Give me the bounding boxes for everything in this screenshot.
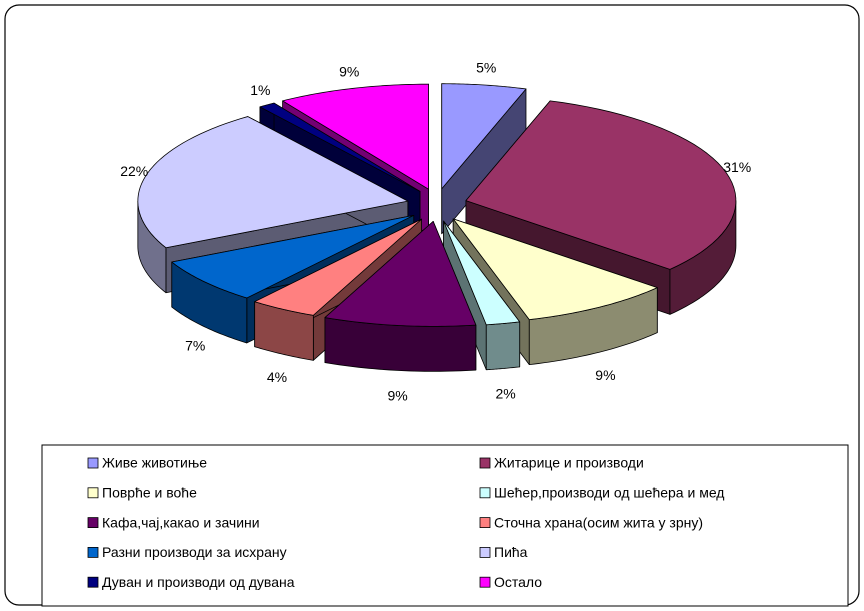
legend-swatch [479, 517, 491, 528]
legend-swatch [479, 576, 491, 588]
legend-swatch [479, 457, 491, 469]
slice-top [137, 116, 409, 249]
slice-top [441, 83, 527, 190]
data-label: 22% [120, 163, 148, 179]
data-label: 9% [595, 367, 615, 383]
slice-wall [485, 321, 521, 371]
legend-label: Пића [494, 544, 528, 560]
data-label: 9% [387, 388, 407, 404]
legend-swatch [87, 547, 99, 558]
legend-label: Житарице и производи [494, 455, 644, 471]
slice-top [324, 220, 477, 327]
legend-label: Кафа,чај,какао и зачини [102, 514, 260, 530]
data-label: 31% [723, 159, 751, 175]
legend-swatch [479, 487, 491, 499]
data-label: 2% [496, 385, 516, 401]
legend-label: Поврће и воће [102, 485, 197, 501]
slice-top [282, 83, 429, 190]
slice-top [443, 220, 521, 326]
slice-top [259, 102, 421, 192]
legend-label: Шећер,производи од шећера и мед [494, 485, 724, 501]
pie-slice [324, 220, 477, 372]
legend-swatch [87, 457, 99, 469]
legend-label: Сточна храна(осим жита у зрну) [494, 514, 703, 530]
legend-label: Разни производи за исхрану [102, 544, 287, 560]
pie-slice [441, 83, 527, 235]
pie-slice [443, 220, 521, 371]
legend-label: Остало [494, 574, 542, 590]
data-label: 5% [476, 59, 496, 75]
legend-label: Живе животиње [102, 455, 207, 471]
slice-top [254, 218, 422, 316]
legend-box [41, 444, 849, 607]
data-label: 4% [267, 369, 287, 385]
legend-swatch [87, 576, 99, 588]
data-label: 7% [185, 338, 205, 354]
data-label: 9% [339, 63, 359, 79]
slice-top [452, 218, 658, 321]
slice-top [171, 215, 415, 299]
legend-swatch [479, 547, 491, 558]
legend-swatch [87, 487, 99, 499]
legend-label: Дуван и производи од дувана [102, 574, 295, 590]
legend-swatch [87, 517, 99, 528]
data-label: 1% [250, 82, 270, 98]
slice-top [465, 100, 737, 270]
